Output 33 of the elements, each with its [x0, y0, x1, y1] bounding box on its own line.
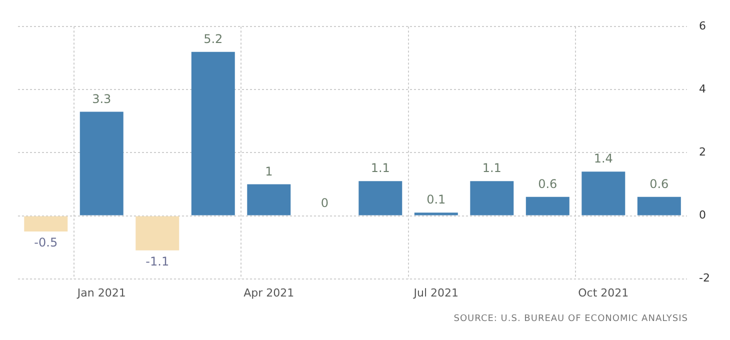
y-tick-label: 4	[699, 82, 706, 96]
bar	[414, 212, 458, 216]
y-tick-label: 2	[699, 146, 706, 159]
source-note: SOURCE: U.S. BUREAU OF ECONOMIC ANALYSIS	[452, 314, 689, 324]
data-label: 0.1	[426, 192, 446, 207]
data-label: 5.2	[204, 32, 223, 46]
bar	[191, 52, 235, 216]
y-tick-label: -2	[699, 272, 710, 285]
bar	[470, 181, 514, 216]
x-tick-label: Jul 2021	[412, 286, 459, 300]
bar	[582, 172, 626, 216]
bar	[526, 196, 570, 216]
bar	[136, 216, 180, 250]
data-label: 1.1	[482, 161, 502, 176]
data-label: 1.4	[594, 152, 613, 166]
x-tick-label: Jan 2021	[76, 286, 126, 300]
data-label: 0.6	[538, 176, 558, 191]
x-tick-label: Apr 2021	[244, 286, 294, 300]
data-label: -0.5	[34, 236, 58, 250]
bar	[637, 196, 681, 216]
y-tick-label: 0	[699, 208, 706, 222]
data-label: 1.1	[370, 161, 390, 176]
bar	[80, 112, 124, 216]
data-label: -1.1	[146, 254, 170, 269]
data-label: 1	[265, 164, 273, 178]
data-label: 3.3	[92, 92, 112, 106]
data-label: 0.6	[650, 176, 669, 191]
bar	[24, 216, 68, 232]
y-tick-label: 6	[699, 19, 706, 32]
bar	[358, 181, 402, 216]
x-tick-label: Oct 2021	[578, 286, 629, 300]
data-label: 0	[320, 196, 328, 210]
bar	[247, 184, 291, 216]
